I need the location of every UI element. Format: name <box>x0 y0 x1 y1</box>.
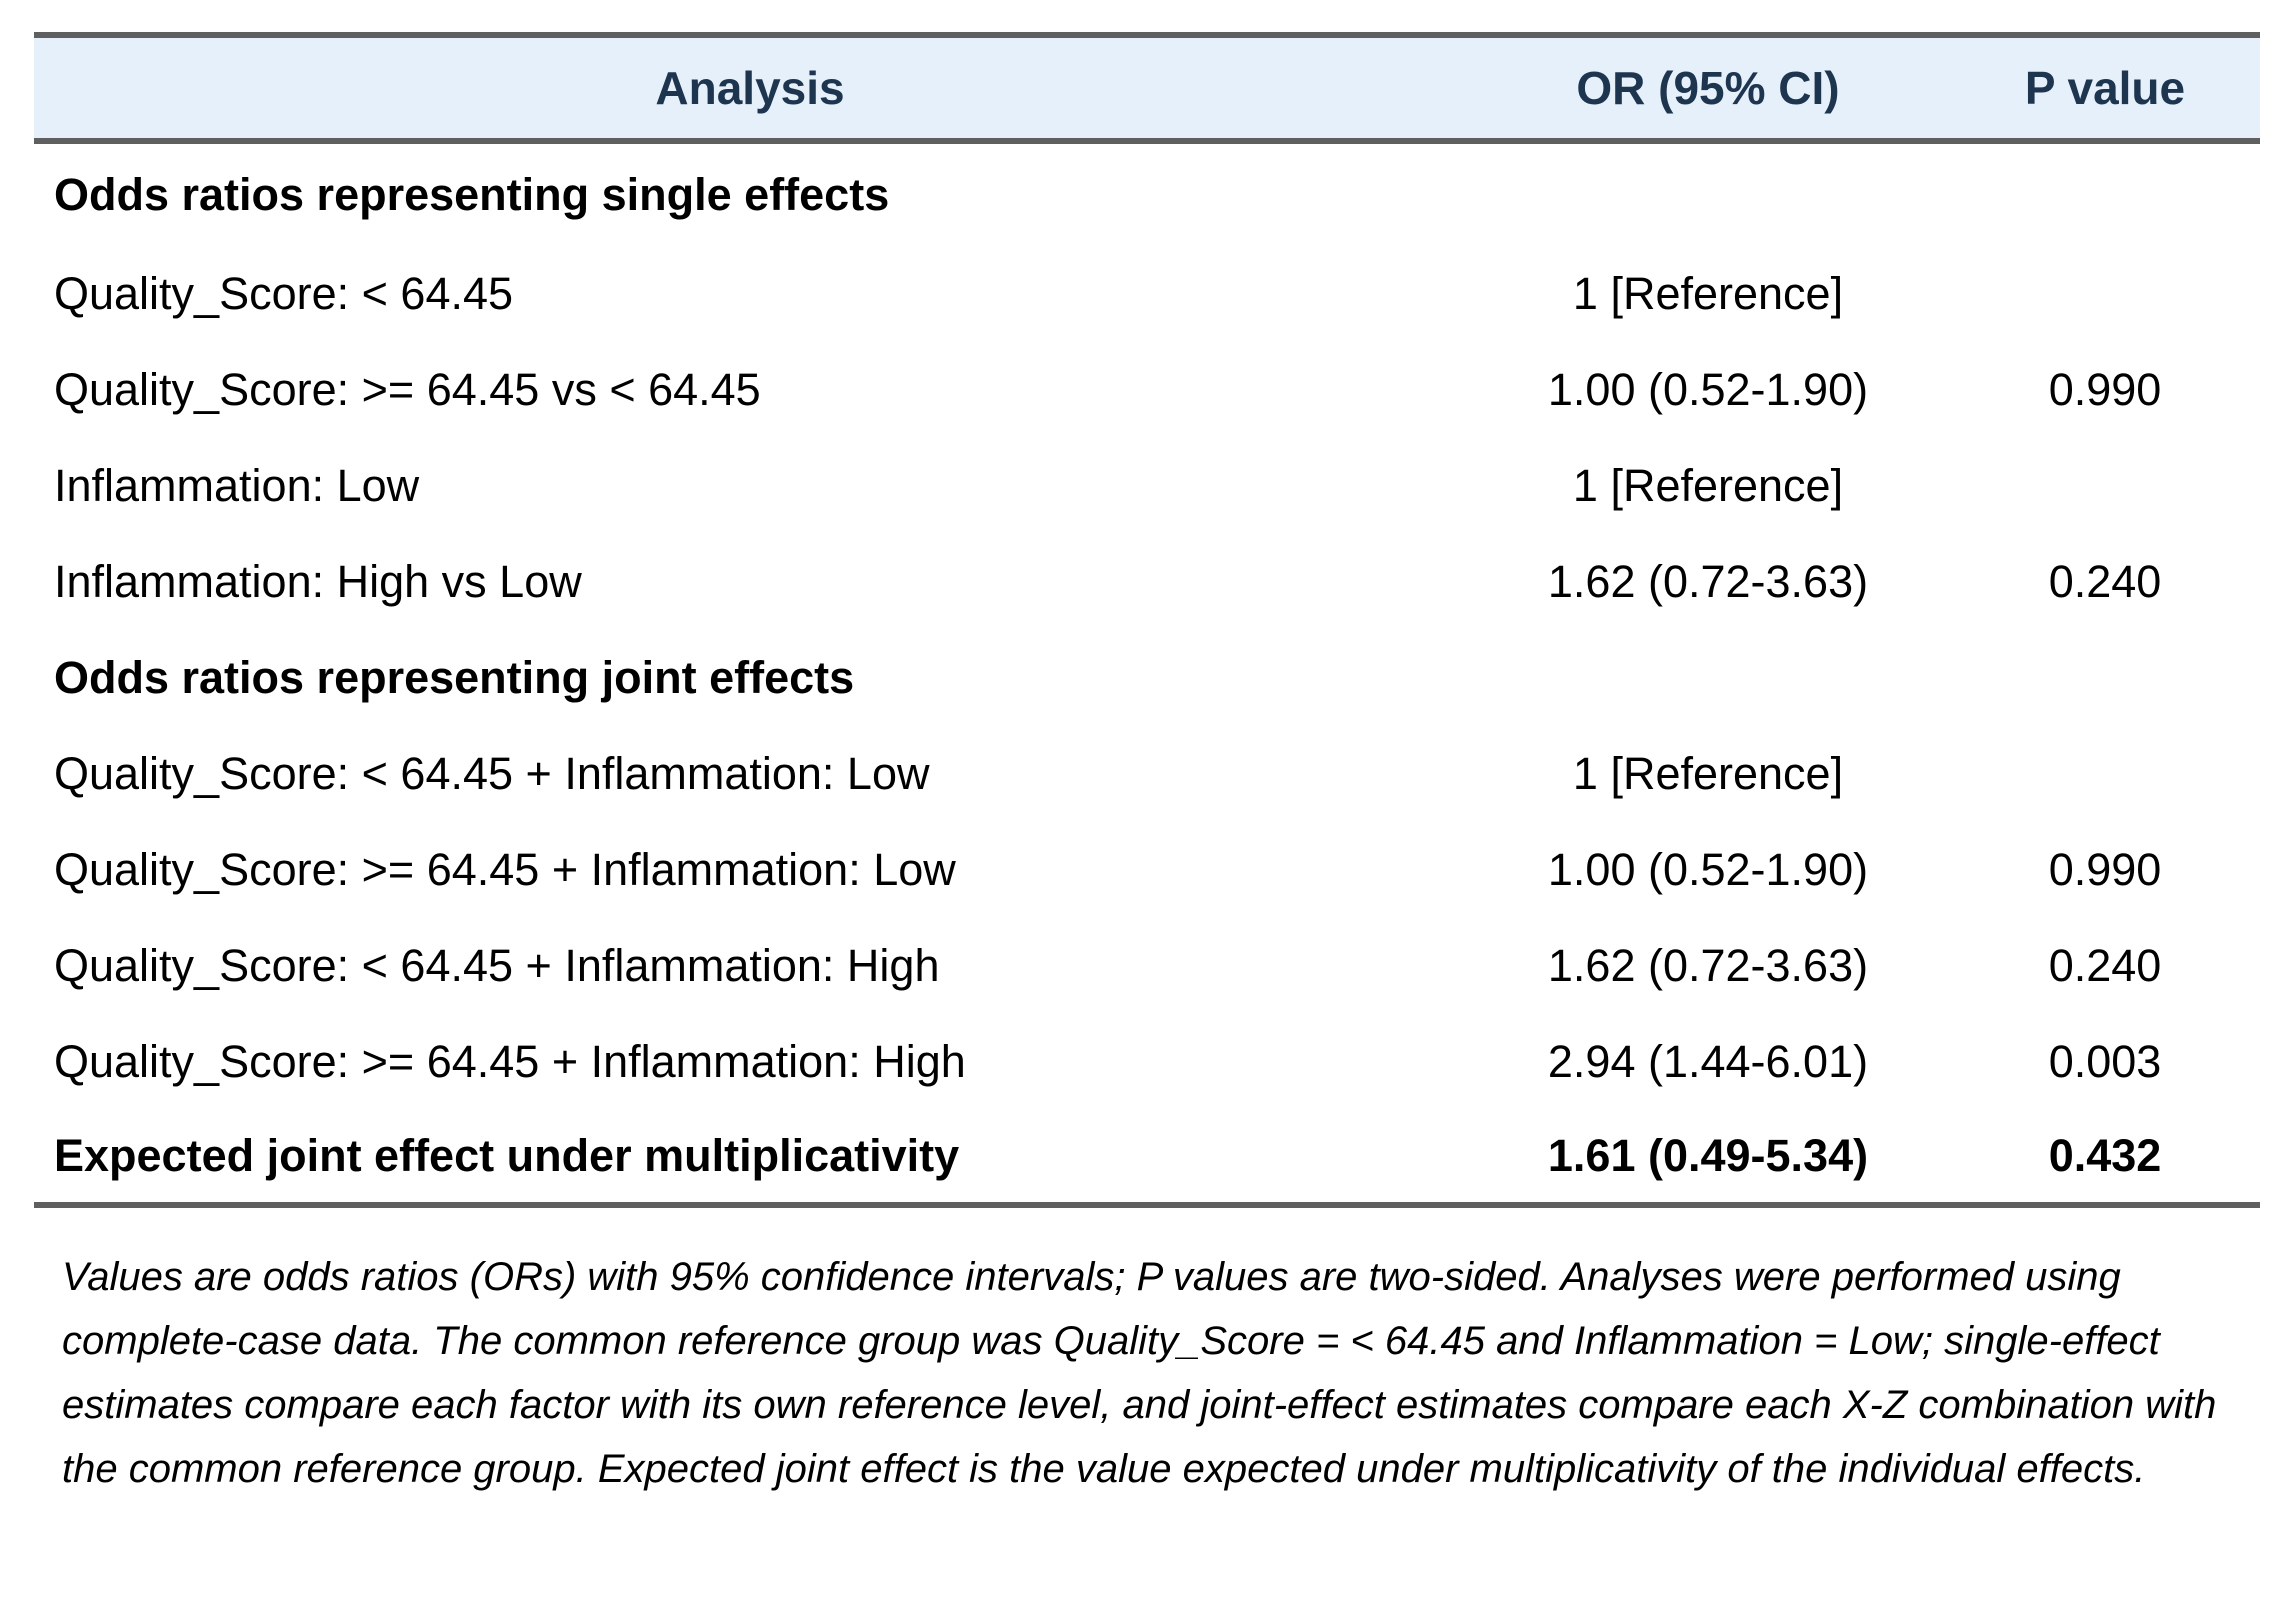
or-cell: 2.94 (1.44-6.01) <box>1547 1036 1869 1087</box>
analysis-cell: Inflammation: High vs Low <box>54 556 582 607</box>
table-row: Inflammation: High vs Low 1.62 (0.72-3.6… <box>34 534 2260 630</box>
table-footnote: Values are odds ratios (ORs) with 95% co… <box>62 1255 2217 1491</box>
or-cell: 1 [Reference] <box>1572 268 1844 319</box>
table-row: Quality_Score: >= 64.45 vs < 64.45 1.00 … <box>34 342 2260 438</box>
header-or-ci: OR (95% CI) <box>1466 32 1950 144</box>
or-cell <box>1466 141 1950 246</box>
table-row: Quality_Score: < 64.45 + Inflammation: L… <box>34 726 2260 822</box>
table-body: Odds ratios representing single effects … <box>34 141 2260 1208</box>
p-value-cell <box>1950 438 2260 534</box>
p-value-cell <box>1950 726 2260 822</box>
analysis-cell: Quality_Score: >= 64.45 + Inflammation: … <box>54 844 956 895</box>
p-value-cell: 0.432 <box>1950 1110 2260 1208</box>
or-cell: 1.61 (0.49-5.34) <box>1466 1110 1950 1208</box>
p-value-cell: 0.990 <box>2048 364 2162 415</box>
or-cell: 1.62 (0.72-3.63) <box>1547 940 1869 991</box>
p-value-cell: 0.240 <box>2048 556 2162 607</box>
summary-row-expected-joint-effect: Expected joint effect under multiplicati… <box>34 1110 2260 1208</box>
table-row: Quality_Score: < 64.45 + Inflammation: H… <box>34 918 2260 1014</box>
p-value-cell: 0.240 <box>2048 940 2162 991</box>
odds-ratio-table: Analysis OR (95% CI) P value Odds ratios… <box>34 32 2260 1208</box>
analysis-cell: Odds ratios representing joint effects <box>54 652 855 703</box>
analysis-cell: Quality_Score: >= 64.45 + Inflammation: … <box>54 1036 966 1087</box>
table-header: Analysis OR (95% CI) P value <box>34 32 2260 144</box>
or-cell: 1.00 (0.52-1.90) <box>1547 364 1869 415</box>
analysis-cell: Quality_Score: < 64.45 + Inflammation: L… <box>54 748 930 799</box>
header-row: Analysis OR (95% CI) P value <box>34 32 2260 144</box>
analysis-cell: Quality_Score: < 64.45 <box>54 268 514 319</box>
header-p-value: P value <box>1950 32 2260 144</box>
analysis-cell: Odds ratios representing single effects <box>54 169 890 220</box>
header-analysis: Analysis <box>34 32 1466 144</box>
results-table-container: Analysis OR (95% CI) P value Odds ratios… <box>34 32 2260 1208</box>
analysis-cell: Quality_Score: < 64.45 + Inflammation: H… <box>54 940 940 991</box>
or-cell: 1.62 (0.72-3.63) <box>1547 556 1869 607</box>
section-row-single-effects: Odds ratios representing single effects <box>34 141 2260 246</box>
or-cell: 1 [Reference] <box>1572 748 1844 799</box>
or-cell: 1 [Reference] <box>1572 460 1844 511</box>
analysis-cell: Expected joint effect under multiplicati… <box>34 1110 1466 1208</box>
p-value-cell <box>1950 246 2260 342</box>
table-row: Quality_Score: >= 64.45 + Inflammation: … <box>34 822 2260 918</box>
analysis-cell: Inflammation: Low <box>54 460 420 511</box>
p-value-cell: 0.003 <box>2048 1036 2162 1087</box>
p-value-cell <box>1950 630 2260 726</box>
p-value-cell: 0.990 <box>2048 844 2162 895</box>
analysis-cell: Quality_Score: >= 64.45 vs < 64.45 <box>54 364 761 415</box>
table-row: Inflammation: Low 1 [Reference] <box>34 438 2260 534</box>
table-row: Quality_Score: >= 64.45 + Inflammation: … <box>34 1014 2260 1110</box>
p-value-cell <box>1950 141 2260 246</box>
section-row-joint-effects: Odds ratios representing joint effects <box>34 630 2260 726</box>
or-cell <box>1466 630 1950 726</box>
table-row: Quality_Score: < 64.45 1 [Reference] <box>34 246 2260 342</box>
or-cell: 1.00 (0.52-1.90) <box>1547 844 1869 895</box>
